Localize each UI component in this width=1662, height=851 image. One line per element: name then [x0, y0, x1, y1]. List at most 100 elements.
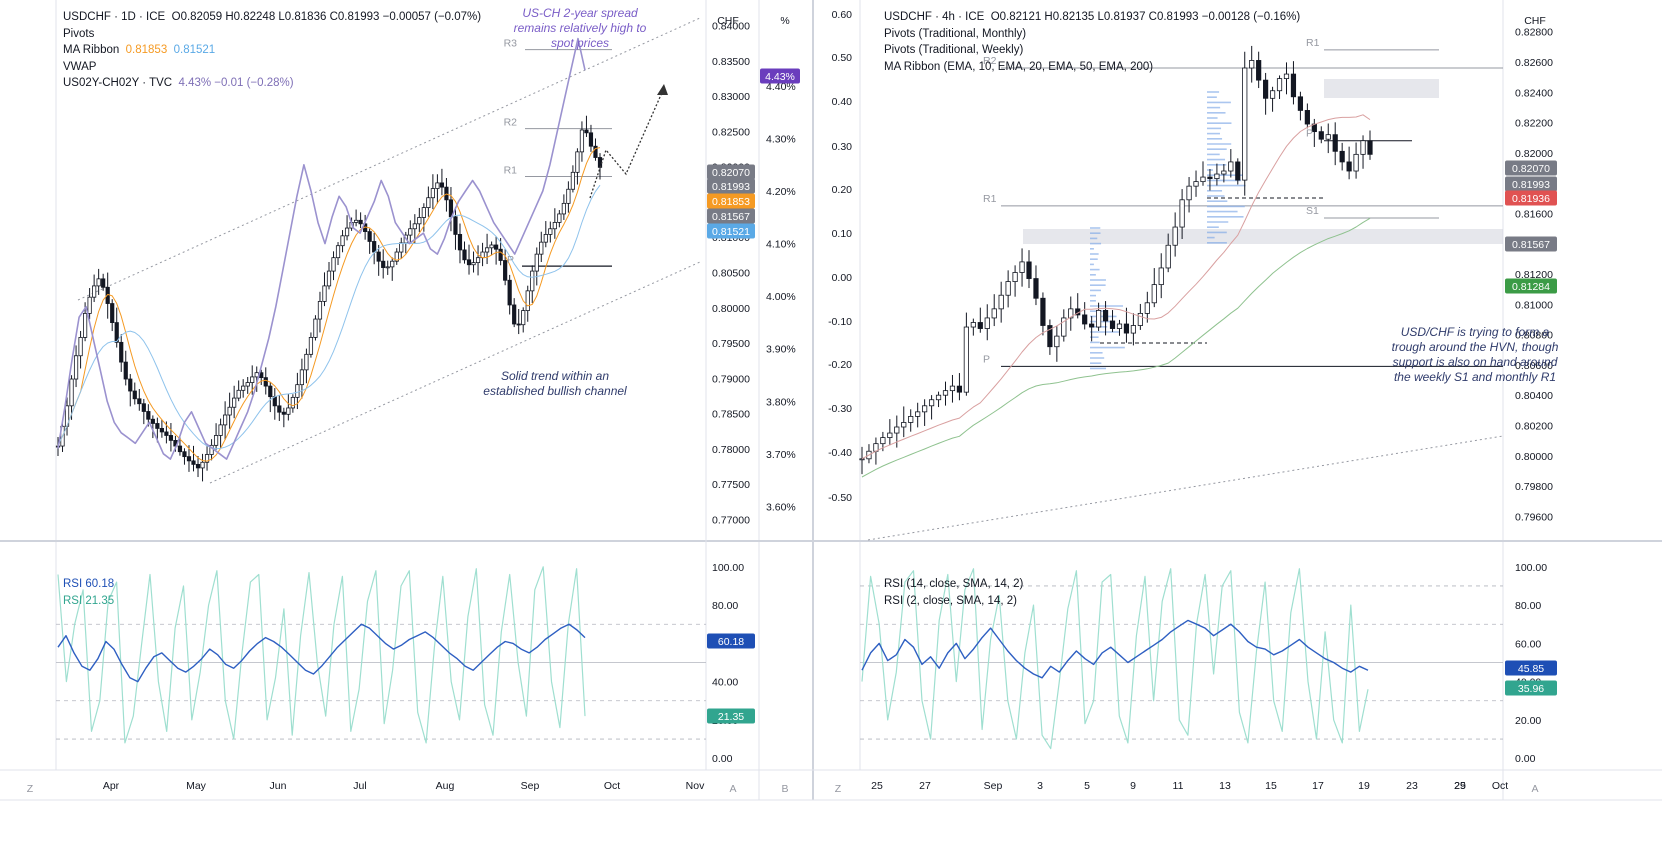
left-price-tick: 0.84000 — [712, 21, 750, 33]
right-ohlc: O0.82121 H0.82135 L0.81937 C0.81993 −0.0… — [990, 11, 1301, 23]
left-candle — [227, 406, 232, 416]
left-candle — [110, 303, 115, 323]
right-rsi14-line — [861, 619, 1369, 679]
left-candle — [566, 188, 571, 204]
left-price-tick: 0.77000 — [712, 514, 750, 526]
left-candle — [322, 285, 327, 302]
right-candle — [880, 437, 886, 445]
left-candle — [353, 219, 359, 223]
left-candle — [168, 435, 174, 441]
right-rsi2-label[interactable]: RSI (2, close, SMA, 14, 2) — [884, 594, 1017, 607]
left-candle — [186, 456, 192, 462]
right-note-line1: USD/CHF is trying to form a — [1400, 325, 1550, 339]
right-spread-tick: 0.50 — [832, 52, 853, 64]
right-ema200-line — [861, 217, 1371, 478]
left-candle — [236, 389, 241, 399]
left-price-tick: 0.83000 — [712, 91, 750, 103]
right-candle — [908, 415, 914, 423]
right-pivots-monthly[interactable]: Pivots (Traditional, Monthly) — [884, 27, 1027, 40]
right-price-badge-bg — [1505, 160, 1557, 176]
right-candle — [1130, 325, 1136, 334]
left-candle — [268, 385, 273, 398]
right-candle — [1158, 267, 1164, 286]
right-pivots-weekly[interactable]: Pivots (Traditional, Weekly) — [884, 44, 1024, 56]
left-candle — [313, 318, 318, 338]
left-symbol[interactable]: USDCHF · 1D · ICE — [63, 11, 166, 23]
right-candle — [1269, 90, 1276, 99]
right-candle — [1318, 131, 1324, 140]
left-price-tick: 0.83500 — [712, 56, 750, 68]
right-x-tick: 11 — [1173, 780, 1184, 792]
right-candle — [1256, 60, 1262, 81]
left-candle — [182, 451, 187, 458]
right-price-tick: 0.80400 — [1515, 390, 1553, 402]
left-candle — [96, 278, 101, 287]
right-pivot-label-weekly-s1: S1 — [1306, 205, 1319, 217]
left-candle — [552, 222, 557, 230]
right-x-tick: 5 — [1084, 780, 1090, 792]
right-candle — [1102, 309, 1109, 322]
left-candle — [408, 228, 413, 236]
right-spread-tick: -0.40 — [828, 447, 852, 459]
right-ma-ribbon[interactable]: MA Ribbon (EMA, 10, EMA, 20, EMA, 50, EM… — [884, 60, 1154, 73]
right-candle — [1235, 161, 1241, 181]
right-candle — [1304, 110, 1310, 125]
left-candle — [281, 411, 286, 415]
right-spread-tick: -0.20 — [828, 359, 852, 371]
right-rsi14-label[interactable]: RSI (14, close, SMA, 14, 2) — [884, 578, 1024, 590]
right-resistance-zone — [1324, 79, 1439, 98]
right-candle — [1040, 297, 1046, 326]
left-candle — [73, 355, 79, 380]
right-price-tick: 0.80200 — [1515, 420, 1553, 432]
right-candle — [977, 322, 983, 329]
left-rsi14-label[interactable]: RSI 60.18 — [63, 578, 115, 590]
right-candle — [1026, 261, 1032, 279]
left-candle — [584, 129, 589, 134]
left-candle — [462, 249, 467, 261]
left-candle — [87, 296, 92, 314]
left-price-badge-bg — [707, 178, 755, 194]
right-candle — [1207, 176, 1213, 179]
right-x-tick-29: 29 — [1454, 780, 1466, 792]
left-candle — [335, 245, 341, 259]
left-candle — [78, 337, 83, 357]
right-price-badge: 0.81567 — [1512, 239, 1550, 251]
left-candle — [277, 405, 282, 413]
right-symbol[interactable]: USDCHF · 4h · ICE — [884, 11, 985, 23]
left-spread-line — [57, 37, 586, 460]
right-candle — [1200, 176, 1206, 183]
right-candle — [1144, 302, 1150, 314]
left-candle — [579, 129, 585, 153]
right-candle — [1047, 325, 1053, 348]
left-x-tick: Apr — [103, 780, 120, 792]
left-spread-label[interactable]: US02Y-CH02Y · TVC — [63, 77, 173, 89]
left-rsi2-line — [57, 566, 586, 744]
right-rsi-legend: RSI (14, close, SMA, 14, 2) RSI (2, clos… — [884, 576, 1023, 609]
left-candle — [150, 418, 155, 424]
left-candle — [444, 186, 449, 201]
right-price-tick: 0.80000 — [1515, 451, 1553, 463]
right-candle — [1290, 73, 1297, 98]
left-candle — [245, 382, 250, 387]
left-candle — [385, 266, 390, 269]
left-pivots-label[interactable]: Pivots — [63, 27, 95, 40]
right-candle — [998, 294, 1004, 310]
right-x-tick: 3 — [1037, 780, 1043, 792]
left-price-badge: 0.81521 — [712, 226, 750, 238]
left-ma-label[interactable]: MA Ribbon — [63, 44, 120, 56]
right-candle — [935, 394, 942, 401]
left-price-badge-bg — [707, 164, 755, 180]
left-vwap-label[interactable]: VWAP — [63, 60, 97, 73]
left-pivot-label-r1: R1 — [504, 165, 518, 177]
left-rsi2-label[interactable]: RSI 21.35 — [63, 594, 115, 607]
left-candle — [317, 301, 323, 320]
left-x-tick: Sep — [521, 780, 540, 792]
left-candle — [191, 460, 196, 465]
left-spread-tick: 4.40% — [766, 81, 796, 93]
left-candle — [164, 431, 169, 436]
right-note-line2: trough around the HVN, though — [1391, 340, 1559, 354]
right-price-badge: 0.82070 — [1512, 163, 1550, 175]
right-rsi2-line — [861, 568, 1369, 750]
right-candle — [949, 385, 956, 392]
left-candle — [331, 257, 336, 272]
